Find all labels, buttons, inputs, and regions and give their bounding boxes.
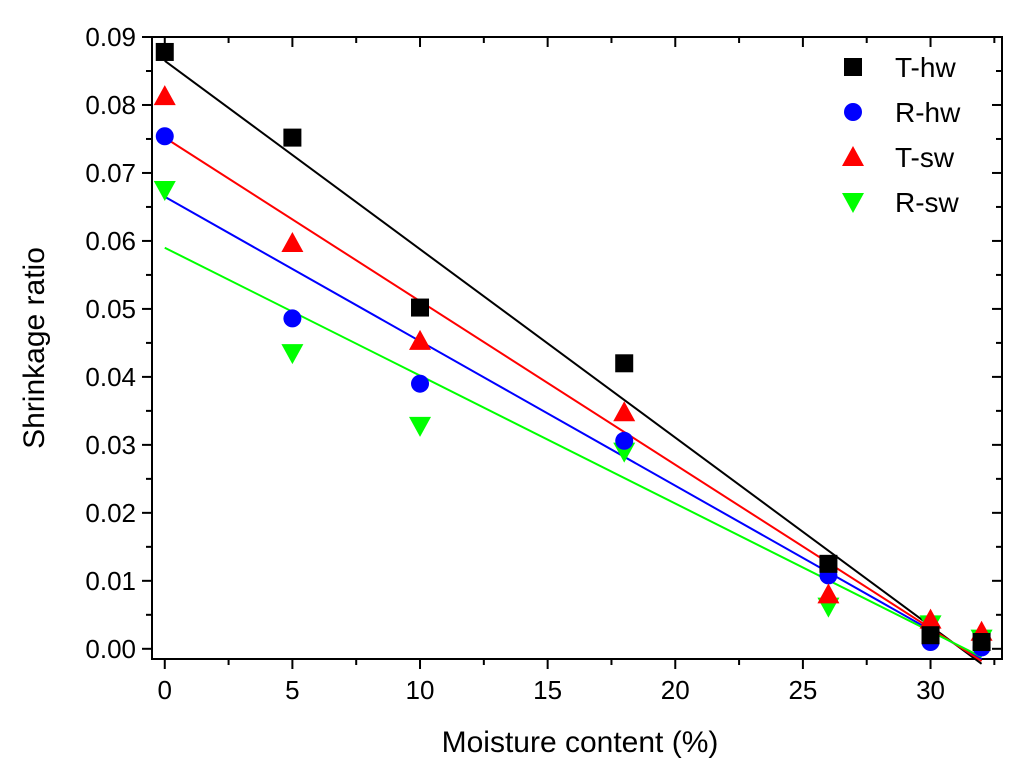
legend-marker-r-sw <box>842 193 864 213</box>
data-point-t-hw <box>155 42 174 61</box>
x-axis-title: Moisture content (%) <box>442 726 719 759</box>
legend-marker-r-hw <box>844 103 862 121</box>
data-point-t-hw <box>283 128 302 147</box>
data-point-t-sw <box>817 583 840 604</box>
data-point-r-hw <box>155 127 174 146</box>
plot-frame <box>151 36 1003 660</box>
y-tick-label: 0.05 <box>85 294 136 324</box>
fit-line-t-hw <box>164 59 983 665</box>
x-tick-label: 10 <box>406 675 435 705</box>
data-point-t-sw <box>281 231 304 252</box>
data-point-t-sw <box>409 329 432 350</box>
legend-label-t-hw: T-hw <box>895 52 956 83</box>
y-tick-label: 0.04 <box>85 362 136 392</box>
data-point-t-sw <box>153 85 176 106</box>
data-point-t-hw <box>819 554 838 573</box>
legend-label-t-sw: T-sw <box>895 142 955 173</box>
data-point-r-hw <box>283 309 302 328</box>
x-tick-label: 15 <box>533 675 562 705</box>
data-point-t-hw <box>615 354 634 373</box>
legend-marker-t-sw <box>842 146 864 166</box>
data-point-t-hw <box>972 633 991 652</box>
y-tick-label: 0.08 <box>85 90 136 120</box>
legend-label-r-hw: R-hw <box>895 97 961 128</box>
x-tick-label: 25 <box>788 675 817 705</box>
data-point-r-sw <box>281 344 304 365</box>
x-axis-ticks: 0 5 10 15 20 25 30 <box>158 37 996 705</box>
y-tick-label: 0.02 <box>85 498 136 528</box>
data-point-t-sw <box>613 401 636 422</box>
data-point-r-sw <box>153 180 176 201</box>
legend-marker-t-hw <box>844 58 862 76</box>
data-point-t-sw <box>919 608 942 629</box>
fit-line-r-hw <box>164 195 983 660</box>
x-tick-label: 5 <box>285 675 299 705</box>
data-point-t-hw <box>411 298 430 317</box>
fit-line-t-sw <box>164 136 983 662</box>
legend: T-hw R-hw T-sw R-sw <box>842 52 961 218</box>
y-tick-label: 0.01 <box>85 566 136 596</box>
data-point-t-hw <box>921 626 940 645</box>
y-tick-label: 0.09 <box>85 22 136 52</box>
y-tick-label: 0.00 <box>85 634 136 664</box>
y-tick-label: 0.07 <box>85 158 136 188</box>
x-tick-label: 20 <box>661 675 690 705</box>
y-tick-label: 0.06 <box>85 226 136 256</box>
x-tick-label: 30 <box>916 675 945 705</box>
data-point-r-hw <box>411 374 430 393</box>
y-axis-title: Shrinkage ratio <box>18 247 51 449</box>
y-tick-label: 0.03 <box>85 430 136 460</box>
y-axis-ticks: 0.00 0.01 0.02 0.03 0.04 0.05 0.06 0.07 0.08 0.09 <box>85 22 1002 664</box>
x-tick-label: 0 <box>158 675 172 705</box>
legend-label-r-sw: R-sw <box>895 187 960 218</box>
data-point-r-hw <box>615 431 634 450</box>
data-point-r-sw <box>409 416 432 437</box>
data-markers <box>153 42 993 657</box>
